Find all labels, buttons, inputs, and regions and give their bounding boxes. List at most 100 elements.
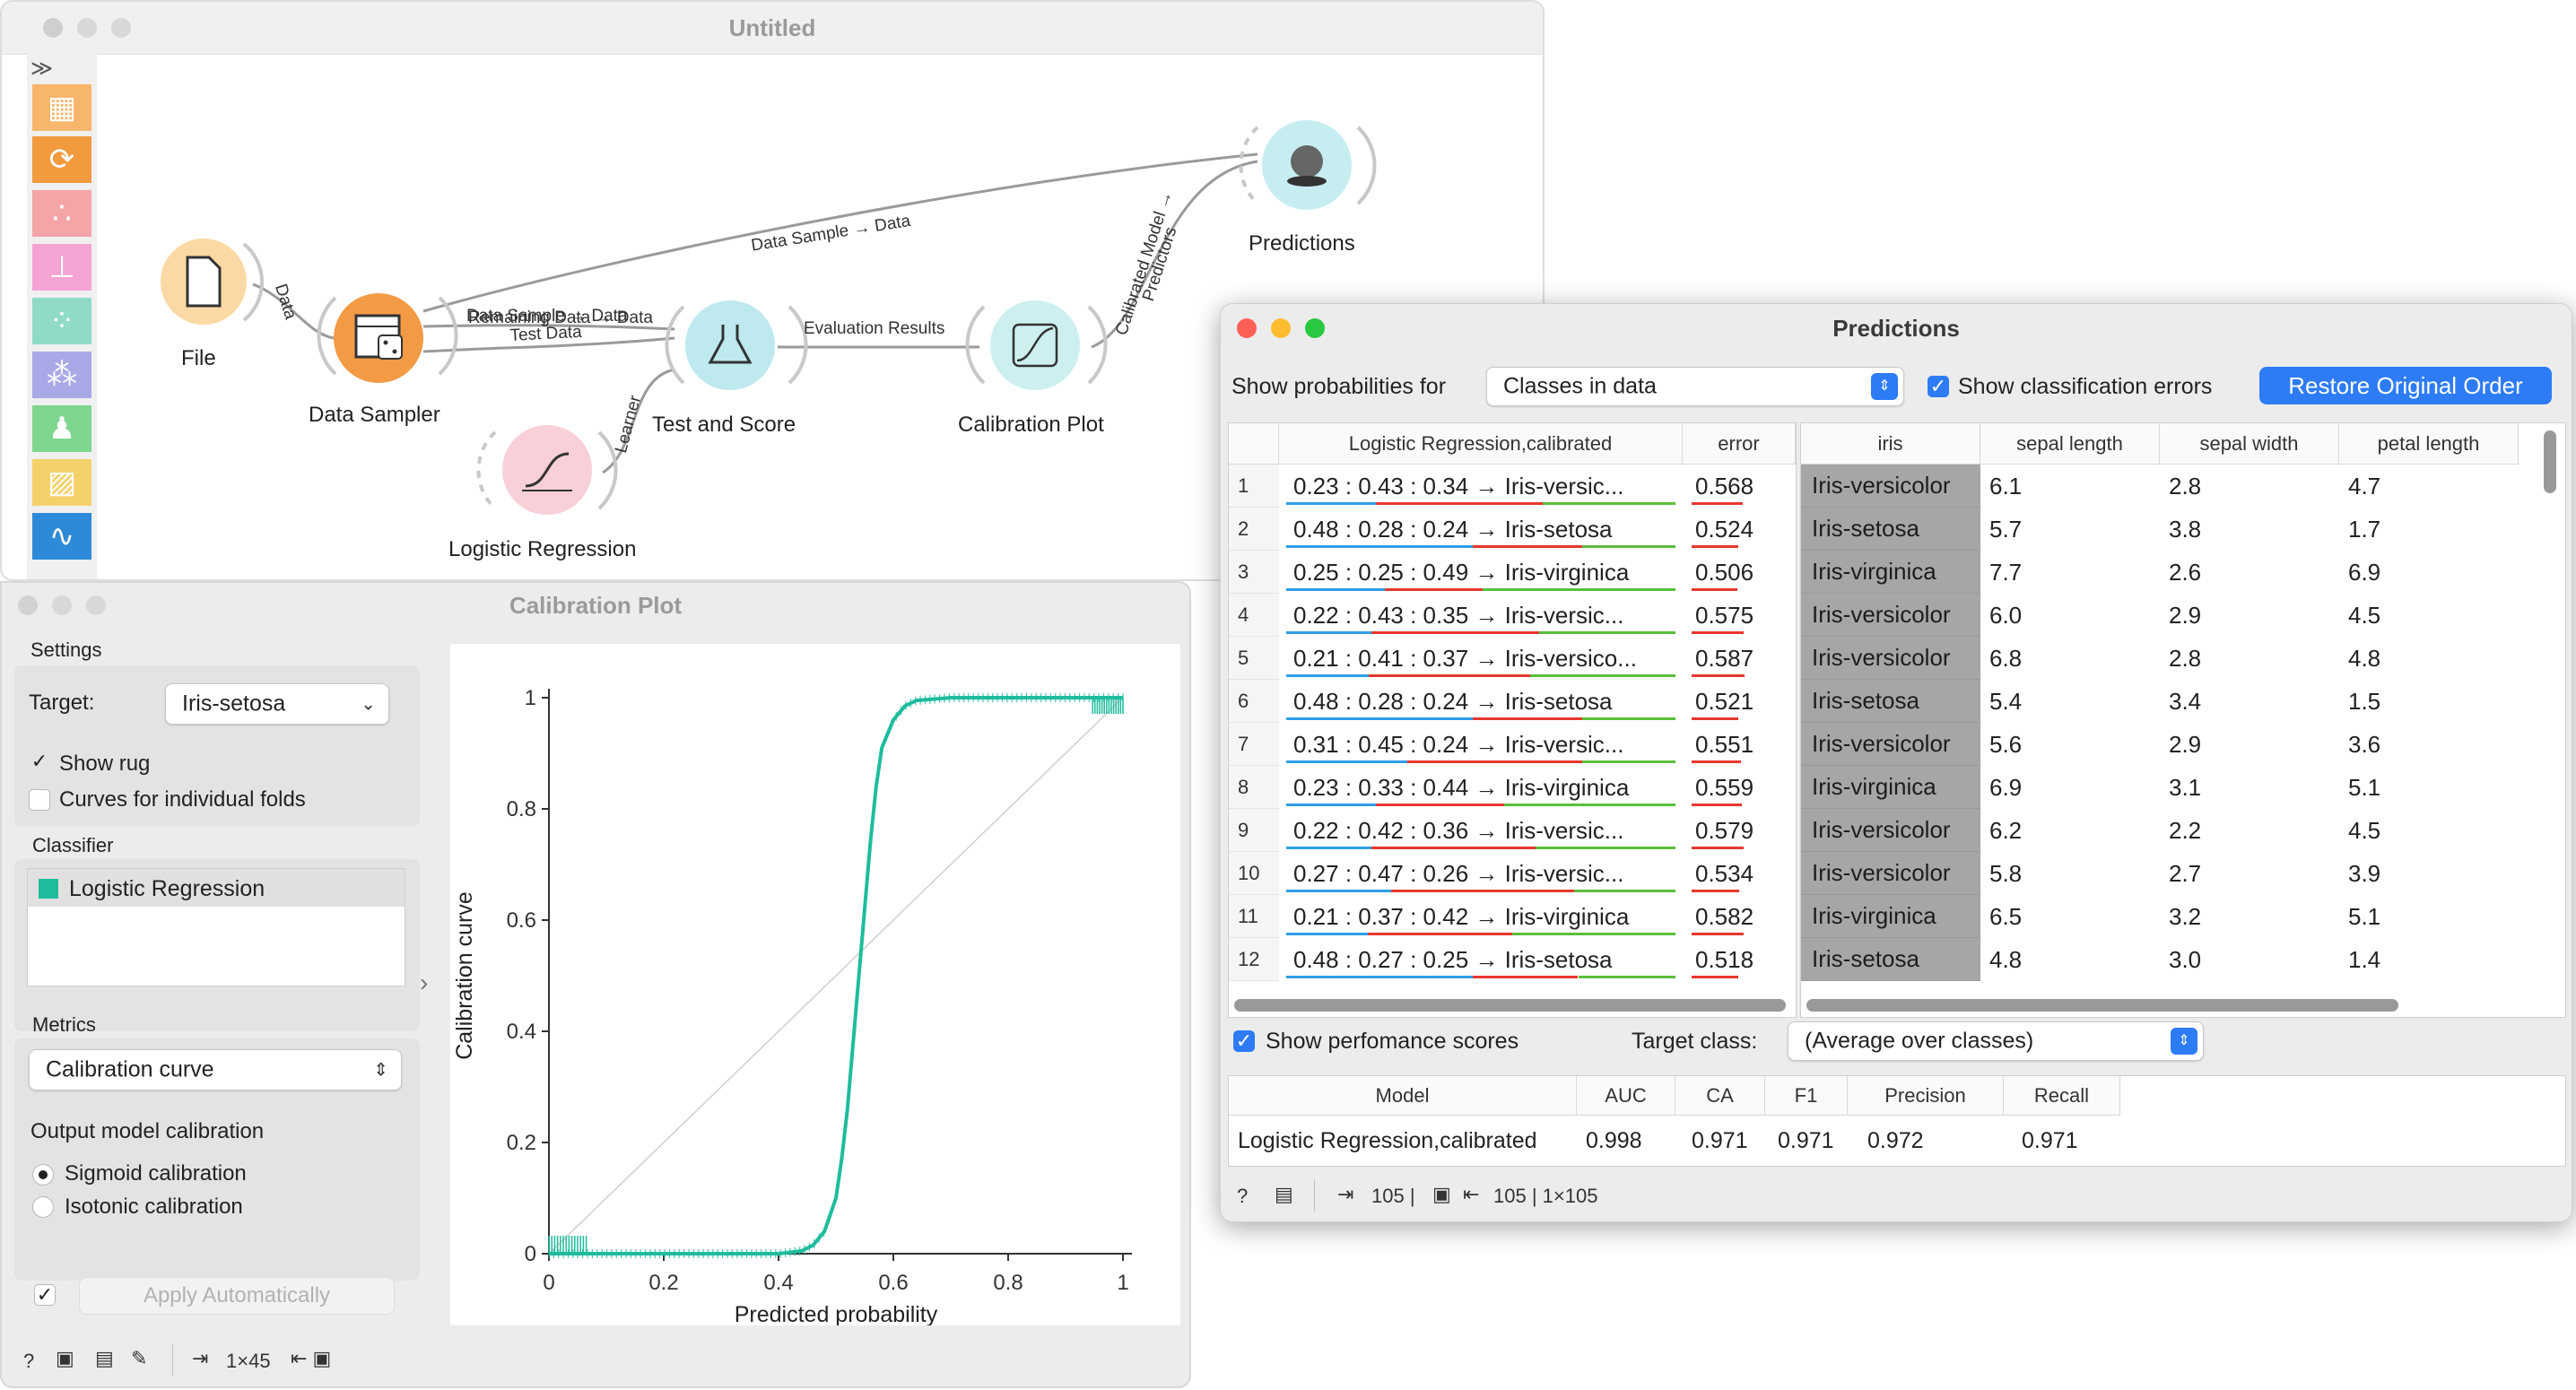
petal-length-cell[interactable]: 3.6 — [2348, 730, 2381, 758]
prediction-cell[interactable]: 0.48 : 0.28 : 0.24 → Iris-setosa — [1293, 515, 1613, 543]
link-calibration-predictions[interactable] — [1091, 160, 1258, 349]
scatter-icon[interactable]: ∴ — [32, 190, 91, 237]
error-cell[interactable]: 0.524 — [1695, 515, 1754, 543]
petal-length-cell[interactable]: 4.7 — [2348, 472, 2381, 500]
link-file-sampler[interactable] — [252, 282, 335, 340]
prediction-cell[interactable]: 0.27 : 0.47 : 0.26 → Iris-versic... — [1293, 859, 1624, 887]
score-header-recall[interactable]: Recall — [2004, 1076, 2120, 1116]
iris-cell[interactable]: Iris-versicolor — [1801, 594, 1980, 637]
sepal-width-cell[interactable]: 3.0 — [2169, 945, 2202, 973]
petal-length-cell[interactable]: 5.1 — [2348, 773, 2381, 801]
iris-cell[interactable]: Iris-versicolor — [1801, 852, 1980, 895]
scores-table[interactable]: Model AUC CA F1 Precision Recall Logisti… — [1228, 1075, 2566, 1167]
sepal-length-cell[interactable]: 6.8 — [1989, 644, 2023, 672]
sepal-width-cell[interactable]: 3.4 — [2169, 687, 2202, 715]
error-cell[interactable]: 0.534 — [1695, 859, 1754, 887]
brush-icon[interactable]: ✎ — [131, 1347, 148, 1369]
petal-length-cell[interactable]: 1.4 — [2348, 945, 2381, 973]
link-sampler-predictions[interactable] — [422, 152, 1258, 313]
horizontal-scrollbar[interactable] — [1234, 999, 1786, 1012]
petal-length-cell[interactable]: 5.1 — [2348, 902, 2381, 930]
sepal-width-cell[interactable]: 2.2 — [2169, 816, 2202, 844]
report-icon[interactable]: ▤ — [1275, 1183, 1293, 1205]
zoom-window-button[interactable] — [1305, 318, 1325, 338]
sepal-length-cell[interactable]: 5.7 — [1989, 515, 2023, 543]
score-header-precision[interactable]: Precision — [1848, 1076, 2004, 1116]
petal-length-cell[interactable]: 6.9 — [2348, 558, 2381, 586]
iris-cell[interactable]: Iris-versicolor — [1801, 637, 1980, 680]
close-window-button[interactable] — [1237, 318, 1257, 338]
test-and-score-node[interactable] — [685, 300, 775, 390]
column-header-petal-length[interactable]: petal length — [2339, 423, 2519, 465]
error-cell[interactable]: 0.518 — [1695, 945, 1754, 973]
prediction-cell[interactable]: 0.25 : 0.25 : 0.49 → Iris-virginica — [1293, 558, 1630, 586]
prediction-cell[interactable]: 0.48 : 0.28 : 0.24 → Iris-setosa — [1293, 687, 1613, 715]
show-probs-combo[interactable]: Classes in data ⇕ — [1486, 367, 1904, 406]
line-chart-icon[interactable]: ∿ — [32, 513, 91, 560]
show-rug-checkbox[interactable]: ✓ — [30, 750, 48, 772]
sepal-length-cell[interactable]: 6.2 — [1989, 816, 2023, 844]
sigmoid-radio[interactable] — [32, 1164, 54, 1186]
error-cell[interactable]: 0.506 — [1695, 558, 1754, 586]
prediction-cell[interactable]: 0.48 : 0.27 : 0.25 → Iris-setosa — [1293, 945, 1613, 973]
sepal-width-cell[interactable]: 3.2 — [2169, 902, 2202, 930]
sepal-length-cell[interactable]: 6.5 — [1989, 902, 2023, 930]
sepal-length-cell[interactable]: 6.1 — [1989, 472, 2023, 500]
curves-folds-checkbox[interactable] — [29, 789, 50, 811]
explain-icon[interactable]: ♟ — [32, 405, 91, 452]
list-item[interactable]: Logistic Regression — [28, 869, 405, 907]
tree-icon[interactable]: ⊥ — [32, 244, 91, 291]
prediction-cell[interactable]: 0.21 : 0.41 : 0.37 → Iris-versico... — [1293, 644, 1637, 672]
iris-cell[interactable]: Iris-setosa — [1801, 508, 1980, 551]
save-icon[interactable]: ▣ — [56, 1347, 74, 1369]
expand-toolbox-icon[interactable]: ≫ — [30, 56, 54, 81]
score-header-model[interactable]: Model — [1229, 1076, 1577, 1116]
iris-cell[interactable]: Iris-versicolor — [1801, 465, 1980, 508]
score-header-auc[interactable]: AUC — [1577, 1076, 1675, 1116]
distance-matrix-icon[interactable]: ⁘ — [32, 298, 91, 344]
score-header-f1[interactable]: F1 — [1765, 1076, 1848, 1116]
prediction-cell[interactable]: 0.23 : 0.33 : 0.44 → Iris-virginica — [1293, 773, 1630, 801]
apply-button[interactable]: Apply Automatically — [79, 1277, 395, 1315]
sepal-width-cell[interactable]: 2.8 — [2169, 472, 2202, 500]
sepal-length-cell[interactable]: 5.4 — [1989, 687, 2023, 715]
show-errors-checkbox[interactable]: ✓ — [1928, 376, 1949, 397]
petal-length-cell[interactable]: 1.5 — [2348, 687, 2381, 715]
column-header-sepal-length[interactable]: sepal length — [1980, 423, 2160, 465]
table-icon[interactable]: ▦ — [32, 84, 91, 131]
petal-length-cell[interactable]: 4.5 — [2348, 601, 2381, 629]
help-icon[interactable]: ? — [23, 1350, 35, 1372]
sepal-width-cell[interactable]: 2.9 — [2169, 730, 2202, 758]
close-window-button[interactable] — [43, 18, 63, 38]
sepal-length-cell[interactable]: 6.0 — [1989, 601, 2023, 629]
minimize-window-button[interactable] — [1271, 318, 1291, 338]
error-cell[interactable]: 0.582 — [1695, 902, 1754, 930]
restore-order-button[interactable]: Restore Original Order — [2259, 367, 2552, 404]
sepal-width-cell[interactable]: 2.7 — [2169, 859, 2202, 887]
column-header-error[interactable]: error — [1683, 423, 1796, 465]
iris-cell[interactable]: Iris-virginica — [1801, 895, 1980, 938]
prediction-cell[interactable]: 0.21 : 0.37 : 0.42 → Iris-virginica — [1293, 902, 1630, 930]
horizontal-scrollbar[interactable] — [1806, 999, 2398, 1012]
logistic-regression-node[interactable] — [502, 425, 592, 515]
iris-cell[interactable]: Iris-versicolor — [1801, 809, 1980, 852]
classifier-list[interactable]: Logistic Regression — [27, 868, 405, 986]
error-cell[interactable]: 0.559 — [1695, 773, 1754, 801]
error-cell[interactable]: 0.575 — [1695, 601, 1754, 629]
isotonic-radio[interactable] — [32, 1196, 54, 1218]
predictions-table[interactable]: Logistic Regression,calibrated error 1 0.… — [1228, 422, 1797, 1018]
iris-cell[interactable]: Iris-setosa — [1801, 680, 1980, 723]
transform-icon[interactable]: ⟳ — [32, 136, 91, 183]
cluster-icon[interactable]: ⁂ — [32, 352, 91, 398]
prediction-cell[interactable]: 0.31 : 0.45 : 0.24 → Iris-versic... — [1293, 730, 1624, 758]
sepal-length-cell[interactable]: 6.9 — [1989, 773, 2023, 801]
data-sampler-node[interactable] — [334, 293, 423, 383]
column-header-iris[interactable]: iris — [1801, 423, 1980, 465]
predictions-node[interactable] — [1262, 120, 1352, 210]
petal-length-cell[interactable]: 4.8 — [2348, 644, 2381, 672]
iris-cell[interactable]: Iris-virginica — [1801, 766, 1980, 809]
column-header-model[interactable]: Logistic Regression,calibrated — [1279, 423, 1683, 465]
sepal-width-cell[interactable]: 3.8 — [2169, 515, 2202, 543]
petal-length-cell[interactable]: 4.5 — [2348, 816, 2381, 844]
petal-length-cell[interactable]: 1.7 — [2348, 515, 2381, 543]
